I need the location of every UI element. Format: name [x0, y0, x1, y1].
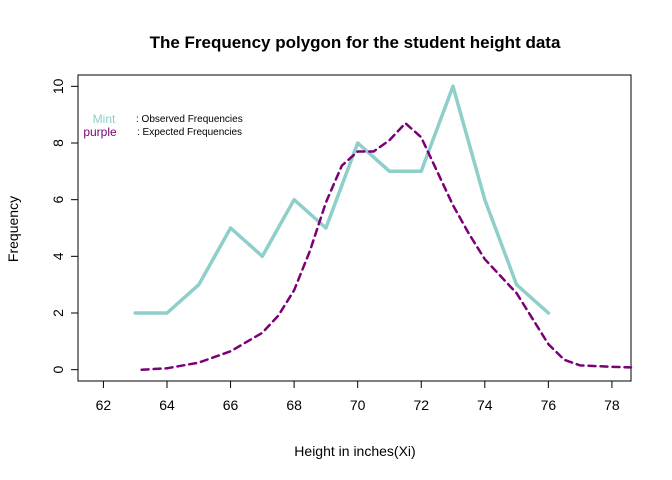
legend-key: Mint — [93, 112, 116, 126]
x-tick-label: 76 — [541, 397, 557, 413]
y-tick-label: 2 — [50, 309, 66, 317]
legend-text: : Observed Frequencies — [136, 114, 243, 125]
legend: Mint : Observed Frequencies purple : Expect… — [83, 112, 242, 139]
legend-key: purple — [83, 125, 117, 139]
series-layer — [133, 84, 633, 371]
y-axis: 0 2 4 6 8 10 — [50, 78, 78, 374]
plot-frame — [77, 74, 632, 382]
legend-text: : Expected Frequencies — [137, 127, 242, 138]
y-tick-label: 10 — [50, 78, 66, 94]
x-tick-label: 64 — [159, 397, 175, 413]
x-tick-label: 70 — [350, 397, 366, 413]
x-tick-label: 68 — [286, 397, 302, 413]
x-axis-label: Height in inches(Xi) — [294, 443, 415, 459]
expected-frequency-line — [140, 121, 633, 371]
x-tick-label: 74 — [477, 397, 493, 413]
x-tick-label: 66 — [223, 397, 239, 413]
x-tick-label: 78 — [604, 397, 620, 413]
y-axis-label: Frequency — [5, 196, 21, 262]
observed-frequency-line — [133, 84, 551, 315]
y-tick-label: 6 — [50, 196, 66, 204]
y-tick-label: 4 — [50, 252, 66, 260]
x-tick-label: 62 — [96, 397, 112, 413]
y-tick-label: 0 — [50, 366, 66, 374]
y-tick-label: 8 — [50, 139, 66, 147]
x-tick-label: 72 — [413, 397, 429, 413]
chart-title: The Frequency polygon for the student he… — [150, 33, 561, 52]
x-axis: 62 64 66 68 70 72 74 76 78 — [96, 381, 620, 413]
